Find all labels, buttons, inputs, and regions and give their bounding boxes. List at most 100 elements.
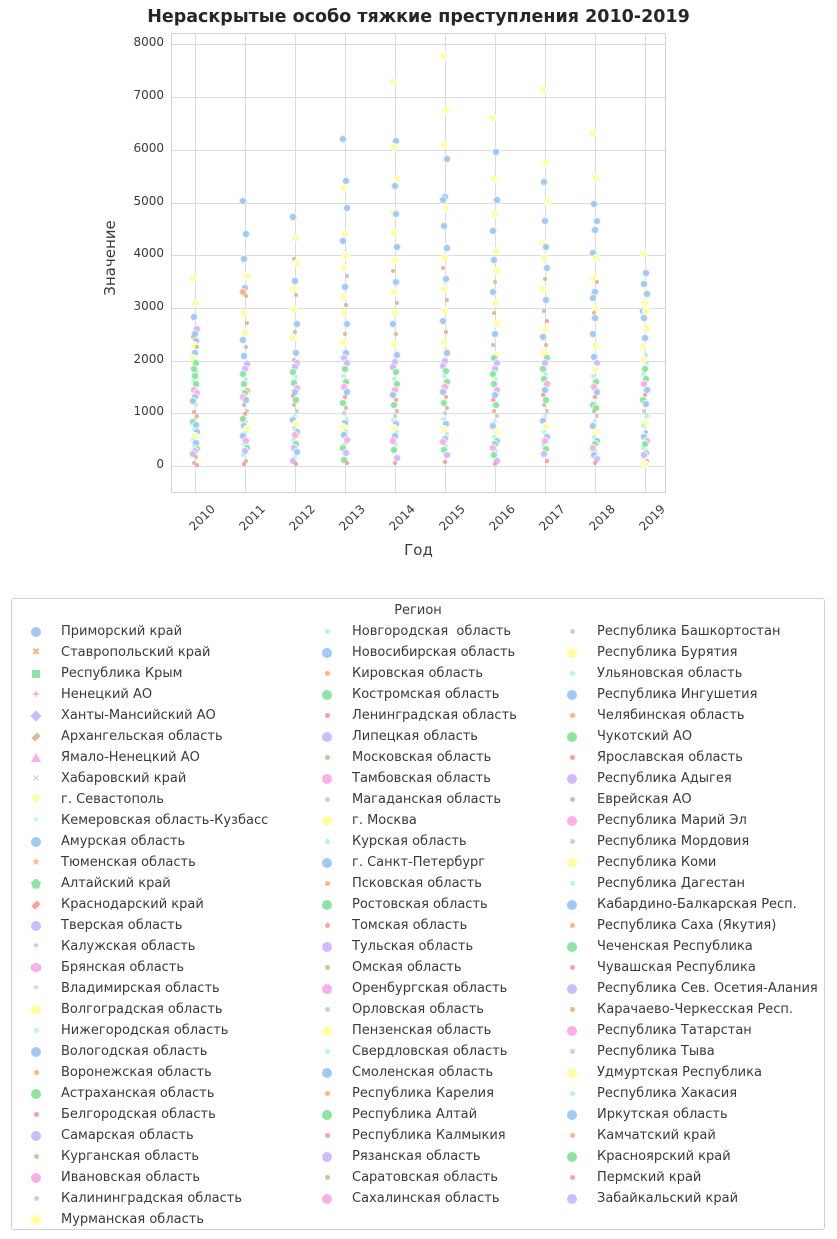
chart-point [440, 222, 448, 231]
chart-point [343, 441, 347, 446]
dot-icon [319, 624, 335, 640]
chart-point [542, 422, 550, 431]
chart-point [442, 274, 450, 283]
chart-point [591, 374, 595, 379]
legend-column: Новгородская область Новосибирская област… [309, 621, 517, 1209]
chart-point [441, 306, 449, 315]
chart-point [642, 268, 650, 277]
chart-point [342, 411, 346, 416]
legend-item: Курская область [309, 831, 517, 852]
legend-item-label: Кировская область [352, 666, 484, 681]
legend-item-label: Ульяновская область [597, 666, 743, 681]
chart-point [592, 408, 596, 413]
circle-icon [564, 687, 580, 703]
chart-point [243, 425, 251, 434]
legend-item: Пензенская область [309, 1020, 517, 1041]
chart-point [489, 288, 497, 297]
chart-point [444, 443, 448, 448]
legend-item-label: Ростовская область [352, 897, 488, 912]
chart-point [342, 252, 350, 261]
legend-item-label: Волгоградская область [61, 1002, 223, 1017]
circle-icon [319, 771, 335, 787]
chart-point [340, 183, 348, 192]
thin-diamond-icon [28, 729, 44, 745]
gridline-h [172, 202, 665, 204]
legend-item: Ульяновская область [554, 663, 818, 684]
chart-point [339, 423, 347, 431]
chart-point [543, 276, 547, 281]
gridline-h [172, 466, 665, 467]
chart-point [490, 174, 498, 183]
legend-item: Еврейская АО [554, 789, 818, 810]
chart-point [442, 367, 450, 376]
chart-point [194, 403, 198, 408]
legend-item: Республика Коми [554, 852, 818, 873]
chart-point [389, 319, 397, 328]
legend-item: Ленинградская область [309, 705, 517, 726]
circle-icon [564, 855, 580, 871]
legend-item: Чеченская Республика [554, 936, 818, 957]
legend-item-label: Алтайский край [61, 876, 171, 891]
chart-point [341, 374, 345, 379]
legend-item: Республика Хакасия [554, 1083, 818, 1104]
legend-item-label: Ханты-Мансийский АО [61, 708, 216, 723]
legend-item-label: Краснодарский край [61, 897, 204, 912]
chart-point [489, 369, 497, 378]
legend-item-label: Ярославская область [597, 750, 743, 765]
legend-item: Чукотский АО [554, 726, 818, 747]
chart-point [343, 203, 351, 212]
x-bold-icon: ✖ [31, 646, 41, 658]
chart-point [292, 233, 300, 242]
chart-point [441, 416, 445, 421]
gridline-v [445, 34, 446, 492]
chart-point [293, 319, 301, 328]
chart-point [492, 408, 496, 413]
chart-point [443, 243, 451, 252]
legend-item: × Хабаровский край [18, 768, 268, 789]
legend-item-label: Тюменская область [61, 855, 196, 870]
chart-point [339, 135, 347, 144]
chart-point [640, 451, 648, 460]
circle-icon [28, 624, 44, 640]
square-icon [28, 666, 44, 682]
dot-icon [564, 1086, 580, 1102]
chart-point [389, 78, 397, 87]
star-icon: ✶ [31, 940, 41, 952]
legend-item-label: Магаданская область [352, 792, 501, 807]
chart-point [440, 425, 448, 434]
chart-point [192, 460, 196, 465]
legend-item: Республика Татарстан [554, 1020, 818, 1041]
chart-point [643, 392, 647, 397]
chart-point [445, 432, 449, 437]
chart-point [390, 424, 398, 433]
chart-point [544, 342, 548, 347]
circle-icon [28, 918, 44, 934]
chart-point [290, 304, 298, 313]
circle-icon [564, 645, 580, 661]
chart-point [294, 292, 298, 297]
chart-point [189, 397, 197, 406]
legend-item: Волгоградская область [18, 999, 268, 1020]
chart-point [494, 449, 498, 454]
chart-point [395, 408, 399, 413]
chart-point [391, 182, 399, 191]
legend-item: ★ Тюменская область [18, 852, 268, 873]
chart-point [640, 280, 648, 289]
chart-point [489, 443, 497, 452]
chart-point [291, 277, 299, 286]
legend-item-label: Самарская область [61, 1128, 194, 1143]
chart-point [492, 311, 496, 316]
thin-diamond-icon [28, 897, 44, 913]
gridline-v [345, 34, 346, 492]
legend-item-label: Псковская область [352, 876, 482, 891]
legend-item: Ростовская область [309, 894, 517, 915]
legend-item-label: Тамбовская область [352, 771, 491, 786]
chart-point [393, 242, 401, 251]
legend-item-label: Оренбургская область [352, 981, 508, 996]
legend-item: Магаданская область [309, 789, 517, 810]
legend-item-label: Свердловская область [352, 1044, 508, 1059]
circle-icon [564, 813, 580, 829]
legend-item: Костромская область [309, 684, 517, 705]
chart-point [439, 51, 447, 60]
chart-point [395, 300, 399, 305]
